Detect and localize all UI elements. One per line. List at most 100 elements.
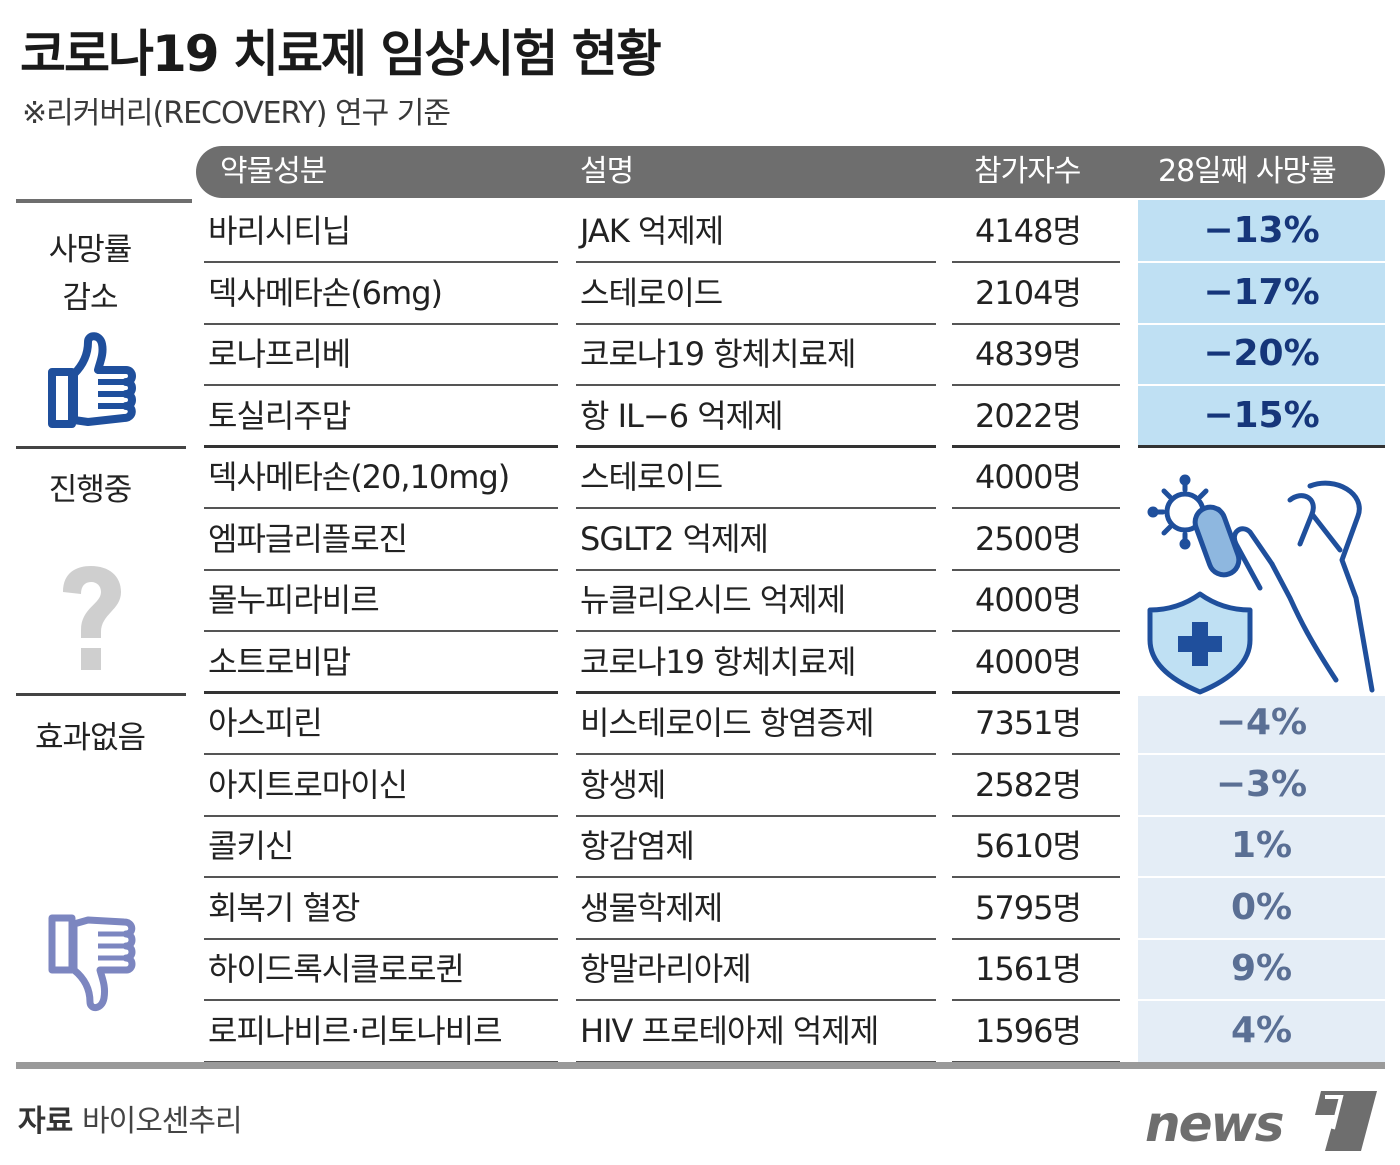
participant-count: 2104명 [975, 273, 1082, 312]
mortality-change: −3% [1215, 763, 1308, 805]
row-divider [952, 876, 1120, 878]
row-divider [952, 753, 1120, 755]
row-divider [576, 937, 936, 940]
thumbs-down-icon [48, 914, 136, 1011]
news1-logo-text: news [1145, 1095, 1283, 1153]
table-row: 회복기 혈장 생물학제제 5795명 0% [0, 878, 1400, 940]
participant-count: 4839명 [975, 335, 1082, 373]
drug-description: 뉴클리오시드 억제제 [580, 581, 846, 619]
row-divider [952, 999, 1120, 1001]
row-divider [1138, 937, 1385, 940]
row-divider [576, 261, 936, 263]
drug-name: 바리시티닙 [208, 212, 351, 250]
participant-count: 2022명 [975, 396, 1082, 435]
source-label: 자료 [18, 1104, 74, 1139]
row-divider [952, 814, 1120, 817]
row-divider [576, 876, 936, 878]
row-divider [204, 507, 558, 509]
table-row: 하이드록시클로로퀸 항말라리아제 1561명 9% [0, 939, 1400, 1001]
table-row: 소트로비맙 코로나19 항체치료제 4000명 [0, 632, 1400, 694]
row-divider [1138, 261, 1385, 263]
drug-name: 몰누피라비르 [208, 581, 380, 619]
news1-logo: news [1145, 1091, 1377, 1153]
row-divider [1138, 814, 1385, 817]
row-divider [952, 937, 1120, 940]
drug-name: 엠파글리플로진 [208, 519, 408, 558]
drug-name: 덱사메타손(20,10mg) [208, 458, 510, 496]
category-label-noeffect: 효과없음 [34, 720, 146, 756]
category-reduce-line1: 사망률 [48, 232, 133, 268]
row-divider [952, 1060, 1120, 1063]
drug-description: 비스테로이드 항염증제 [580, 704, 875, 742]
table-row: 바리시티닙 JAK 억제제 4148명 −13% [0, 201, 1400, 263]
row-divider [576, 753, 936, 755]
row-divider [204, 876, 558, 878]
drug-description: 항말라리아제 [580, 950, 752, 988]
table-header: 약물성분 설명 참가자수 28일째 사망률 [196, 146, 1385, 198]
row-divider [576, 507, 936, 509]
row-divider [204, 690, 558, 694]
category-reduce-line2: 감소 [62, 280, 118, 316]
participant-count: 5795명 [975, 888, 1082, 927]
participant-count: 7351명 [975, 704, 1082, 742]
participant-count: 4000명 [975, 458, 1082, 496]
row-divider [204, 999, 558, 1001]
column-header-participants: 참가자수 [974, 154, 1081, 189]
row-divider [576, 568, 936, 571]
row-divider [204, 1060, 558, 1063]
row-divider [1138, 753, 1385, 755]
participant-count: 1561명 [975, 950, 1082, 988]
drug-name: 회복기 혈장 [208, 888, 360, 927]
column-header-description: 설명 [580, 154, 634, 189]
row-divider [576, 444, 936, 448]
participant-count: 4148명 [975, 212, 1082, 250]
participant-count: 2582명 [975, 765, 1082, 804]
source-value: 바이오센추리 [82, 1104, 243, 1139]
table-row: 덱사메타손(20,10mg) 스테로이드 4000명 [0, 447, 1400, 509]
thumbs-up-icon [48, 332, 136, 428]
row-divider [576, 322, 936, 325]
row-divider [952, 261, 1120, 263]
row-divider [204, 568, 558, 571]
table-row: 아지트로마이신 항생제 2582명 −3% [0, 755, 1400, 817]
row-divider [204, 322, 558, 325]
drug-name: 콜키신 [208, 827, 294, 865]
table-row: 로나프리베 코로나19 항체치료제 4839명 −20% [0, 324, 1400, 386]
row-divider [204, 937, 558, 940]
drug-description: 생물학제제 [580, 888, 723, 927]
mortality-noeffect-highlight [1138, 696, 1385, 1062]
participant-count: 4000명 [975, 642, 1082, 681]
mortality-change: −15% [1203, 394, 1320, 436]
left-divider [16, 199, 192, 203]
row-divider [952, 384, 1120, 386]
table-row: 콜키신 항감염제 5610명 1% [0, 816, 1400, 878]
page-title: 코로나19 치료제 임상시험 현황 [20, 25, 662, 83]
medicine-hand-shield-icon [1147, 474, 1375, 695]
table-row: 엠파글리플로진 SGLT2 억제제 2500명 [0, 509, 1400, 571]
page-subtitle: ※리커버리(RECOVERY) 연구 기준 [22, 96, 451, 131]
row-divider [204, 814, 558, 817]
row-divider [952, 690, 1120, 694]
row-divider [204, 630, 558, 632]
drug-description: SGLT2 억제제 [580, 519, 769, 558]
mortality-change: −13% [1203, 210, 1320, 251]
row-divider [952, 444, 1120, 448]
drug-name: 아지트로마이신 [208, 765, 408, 804]
category-divider [16, 446, 186, 449]
row-divider [1138, 876, 1385, 878]
drug-name: 아스피린 [208, 704, 323, 742]
row-divider [1138, 444, 1385, 448]
row-divider [1138, 322, 1385, 325]
table-row: 토실리주맙 항 IL−6 억제제 2022명 −15% [0, 386, 1400, 448]
table-row: 몰누피라비르 뉴클리오시드 억제제 4000명 [0, 570, 1400, 632]
row-divider [1138, 384, 1385, 386]
row-divider [952, 630, 1120, 632]
participant-count: 1596명 [975, 1011, 1082, 1050]
mortality-change: −4% [1215, 702, 1308, 743]
row-divider [576, 999, 936, 1001]
category-label-reduce: 사망률 감소 [18, 226, 162, 322]
mortality-change: −20% [1203, 333, 1320, 374]
drug-name: 로나프리베 [208, 335, 351, 373]
table-row: 로피나비르·리토나비르 HIV 프로테아제 억제제 1596명 4% [0, 1001, 1400, 1063]
question-mark-icon [63, 566, 121, 670]
